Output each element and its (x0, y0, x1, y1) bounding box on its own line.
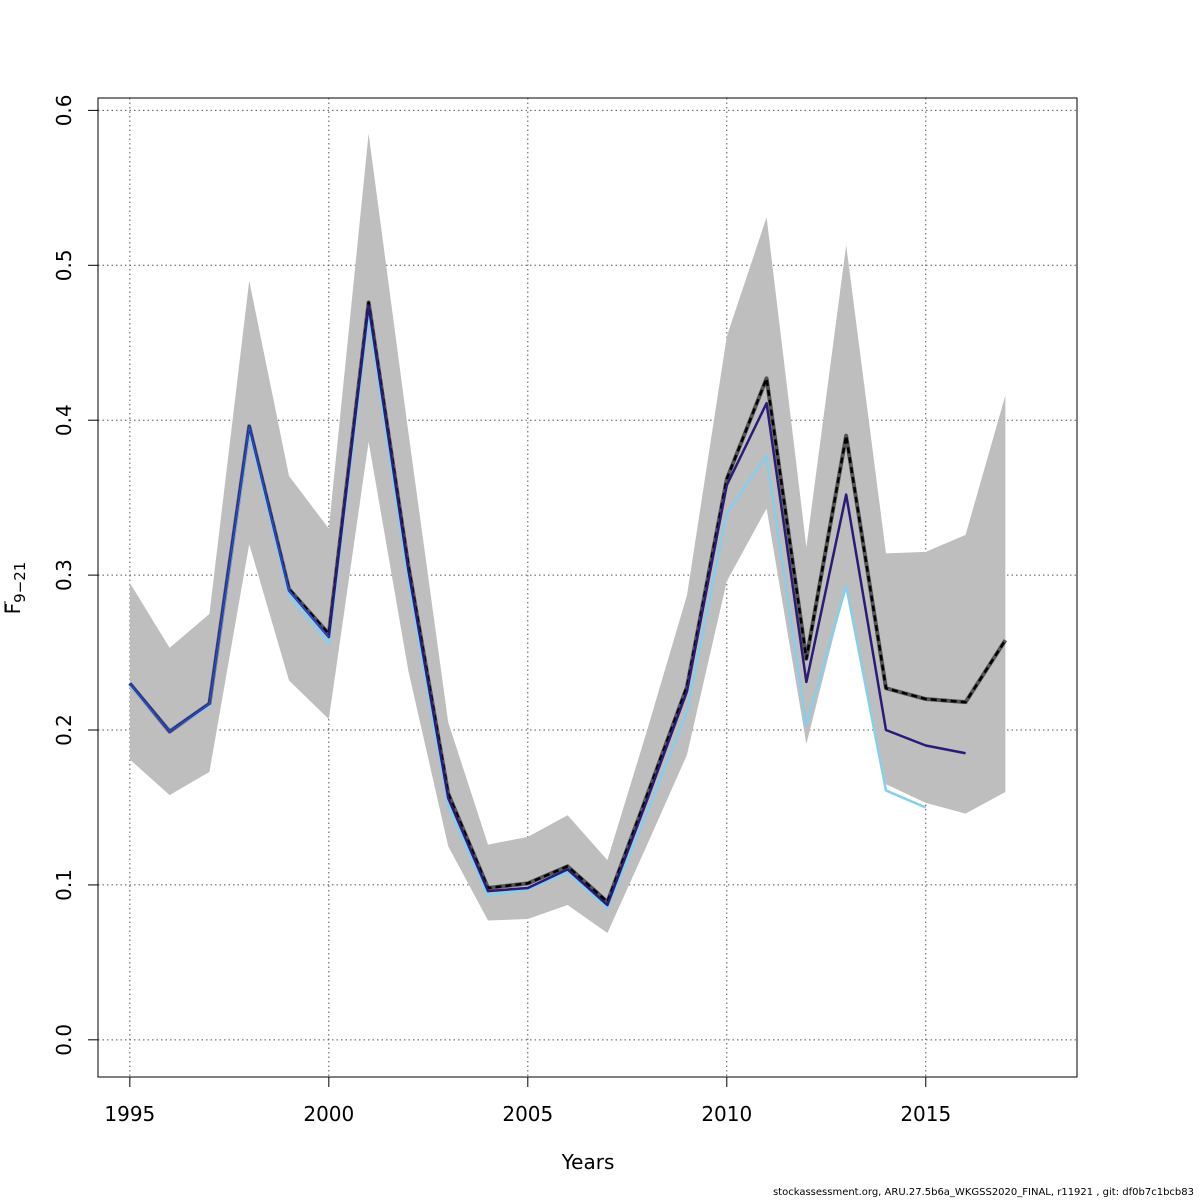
x-axis-label: Years (561, 1150, 615, 1174)
x-axis: 1995 2000 2005 2010 2015 (104, 1076, 951, 1126)
x-tick-label: 2015 (900, 1102, 951, 1126)
confidence-band (129, 133, 1006, 933)
y-tick-label: 0.3 (52, 559, 76, 591)
x-tick-label: 2005 (502, 1102, 553, 1126)
confidence-band-layer (129, 133, 1006, 933)
y-axis-label-main: F (1, 603, 25, 615)
x-tick-label: 2000 (303, 1102, 354, 1126)
y-tick-label: 0.0 (52, 1024, 76, 1056)
y-axis-label: F9−21 (1, 562, 29, 615)
x-tick-label: 1995 (104, 1102, 155, 1126)
y-tick-label: 0.6 (52, 94, 76, 126)
y-tick-label: 0.1 (52, 869, 76, 901)
y-tick-label: 0.2 (52, 714, 76, 746)
footer-source-text: stockassessment.org, ARU.27.5b6a_WKGSS20… (772, 1187, 1194, 1198)
y-axis-label-subscript: 9−21 (11, 562, 29, 603)
series-line-3 (129, 425, 330, 733)
x-tick-label: 2010 (701, 1102, 752, 1126)
y-axis: 0.0 0.1 0.2 0.3 0.4 0.5 0.6 (52, 94, 99, 1056)
y-tick-label: 0.5 (52, 249, 76, 281)
y-tick-label: 0.4 (52, 404, 76, 436)
svg-text:F9−21: F9−21 (1, 562, 29, 615)
series-lines-layer (128, 300, 1008, 910)
